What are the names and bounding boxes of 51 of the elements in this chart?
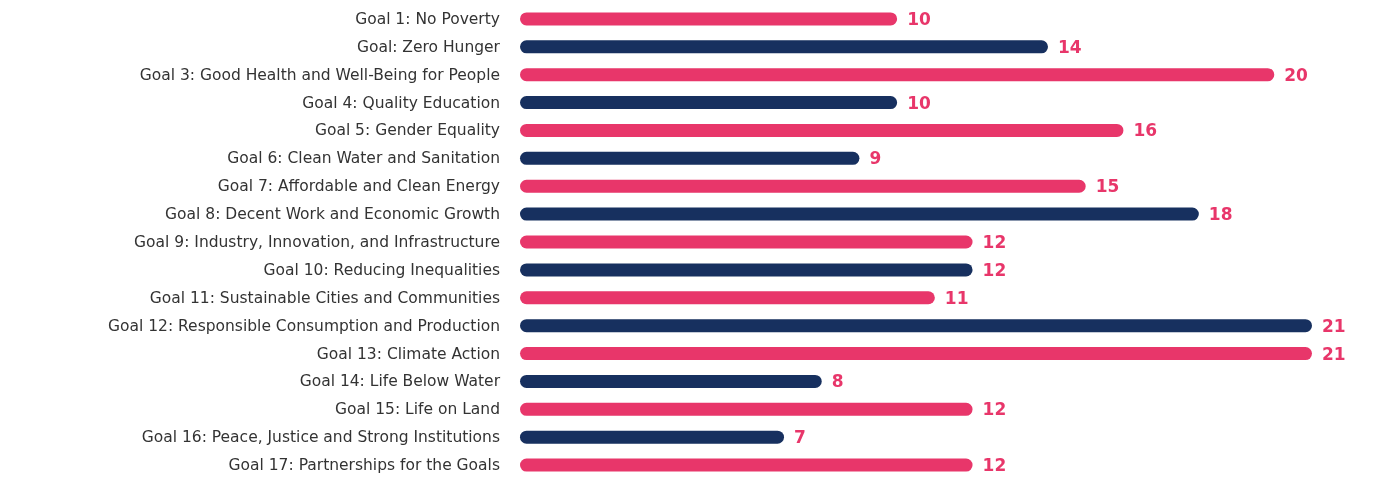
- bar: [520, 319, 1312, 333]
- bar: [520, 151, 860, 165]
- data-label: 12: [982, 455, 1007, 476]
- data-label: 21: [1322, 343, 1346, 364]
- data-label: 10: [907, 8, 931, 29]
- bar: [520, 207, 1199, 221]
- data-label: 11: [944, 287, 969, 308]
- data-label: 7: [794, 427, 806, 448]
- bar: [520, 430, 784, 444]
- data-label: 20: [1284, 64, 1309, 85]
- bar: [520, 68, 1275, 82]
- y-tick-label: Goal 3: Good Health and Well-Being for People: [139, 65, 500, 84]
- data-label: 18: [1208, 204, 1233, 225]
- bar: [520, 402, 973, 416]
- y-tick-label: Goal 16: Peace, Justice and Strong Institutions: [141, 428, 500, 447]
- y-tick-label: Goal 8: Decent Work and Economic Growth: [165, 205, 500, 224]
- data-label: 15: [1095, 176, 1120, 197]
- y-tick-label: Goal 17: Partnerships for the Goals: [228, 456, 500, 475]
- data-label: 16: [1133, 120, 1158, 141]
- data-label: 12: [982, 259, 1007, 280]
- y-tick-label: Goal 7: Affordable and Clean Energy: [217, 177, 500, 196]
- data-label: 8: [831, 371, 844, 392]
- y-tick-label: Goal: Zero Hunger: [356, 37, 501, 56]
- bar: [520, 347, 1312, 361]
- y-tick-label: Goal 5: Gender Equality: [314, 121, 500, 140]
- bar: [520, 458, 973, 472]
- y-tick-label: Goal 11: Sustainable Cities and Communities: [149, 288, 500, 307]
- data-label: 12: [982, 232, 1007, 252]
- y-tick-label: Goal 9: Industry, Innovation, and Infrastructure: [134, 233, 500, 251]
- bar: [520, 40, 1048, 54]
- data-label: 10: [907, 92, 931, 113]
- y-tick-label: Goal 13: Climate Action: [316, 344, 500, 363]
- bar: [520, 179, 1086, 193]
- y-tick-label: Goal 15: Life on Land: [335, 400, 500, 419]
- bar: [520, 96, 898, 110]
- y-tick-label: Goal 10: Reducing Inequalities: [263, 260, 500, 279]
- bar: [520, 263, 973, 277]
- y-tick-label: Goal 14: Life Below Water: [299, 372, 501, 391]
- bar: [520, 374, 822, 388]
- y-tick-label: Goal 1: No Poverty: [355, 9, 500, 28]
- bar: [520, 291, 935, 305]
- data-label: 12: [982, 399, 1007, 420]
- y-tick-label: Goal 12: Responsible Consumption and Production: [107, 316, 500, 335]
- bar: [520, 12, 898, 26]
- bar: [520, 123, 1124, 137]
- y-tick-label: Goal 4: Quality Education: [302, 93, 500, 112]
- data-label: 21: [1322, 315, 1346, 336]
- y-tick-label: Goal 6: Clean Water and Sanitation: [227, 149, 500, 168]
- data-label: 14: [1058, 36, 1082, 57]
- data-label: 9: [869, 148, 882, 169]
- bar: [520, 235, 973, 249]
